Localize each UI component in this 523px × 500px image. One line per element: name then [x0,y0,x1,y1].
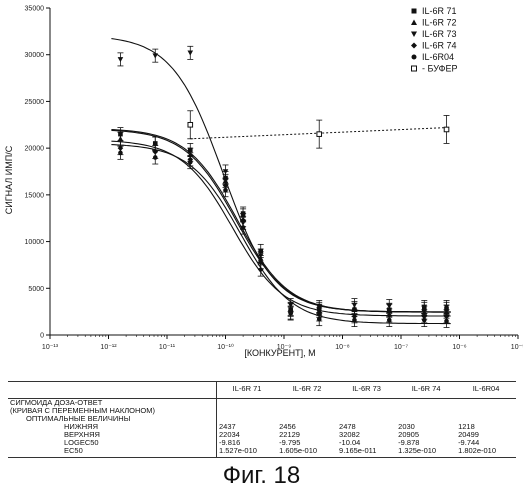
column-header: IL-6R 72 [277,382,337,399]
data-point [317,132,322,137]
data-point [288,311,293,316]
x-tick-label: 10⁻¹² [100,344,117,351]
table-header-row: IL-6R 71 IL-6R 72 IL-6R 73 IL-6R 74 IL-6… [8,382,516,399]
figure-caption: Фиг. 18 [0,462,523,490]
data-point [188,122,193,127]
data-point [118,151,123,156]
data-point [317,317,322,322]
column-header: IL-6R 71 [217,382,278,399]
data-point [118,57,124,62]
data-points [117,46,449,327]
y-tick-label: 35000 [25,6,45,13]
x-tick-label: 10⁻¹⁰ [217,343,234,351]
data-point [241,225,246,230]
data-point [444,319,449,324]
fit-results-table: IL-6R 71 IL-6R 72 IL-6R 73 IL-6R 74 IL-6… [8,381,516,458]
y-axis-title: СИГНАЛ ИМП/С [4,145,14,214]
column-header: IL-6R04 [456,382,516,399]
x-tick-label: 10⁻⁵ [511,344,523,351]
fit-curves [111,39,450,324]
legend-label: IL-6R 74 [422,41,457,51]
legend-label: IL-6R 72 [422,18,457,28]
data-point [118,136,124,141]
data-point [152,53,158,58]
data-point [422,318,427,323]
data-point [258,260,263,265]
legend-marker [412,66,417,71]
data-point [352,318,357,323]
y-tick-label: 30000 [25,52,45,59]
fit-curve [111,39,450,312]
legend-marker [411,32,417,38]
legend-marker [412,55,417,60]
fit-curve [111,145,450,324]
data-point [444,127,449,132]
legend-label: IL-6R04 [422,52,454,62]
data-point [153,155,158,160]
x-tick-label: 10⁻¹¹ [159,344,176,351]
legend-label: IL-6R 71 [422,6,457,16]
legend-marker [411,20,417,26]
x-tick-label: 10⁻¹³ [42,344,59,351]
table-corner [8,382,217,399]
row-label: НИЖНЯЯ [8,423,217,431]
y-tick-label: 15000 [25,192,45,199]
column-header: IL-6R 73 [337,382,396,399]
row-label: LOGEC50 [8,439,217,447]
x-tick-label: 10⁻⁸ [335,344,349,351]
data-point [223,188,228,193]
table-cell: 1.527e-010 [217,447,278,458]
fit-curve [111,130,450,313]
legend-marker [411,43,417,49]
data-point [387,318,392,323]
fit-curve [111,131,450,313]
table-cell: 1.325e-010 [396,447,456,458]
fit-curve [111,141,450,316]
y-tick-label: 5000 [28,286,44,293]
x-tick-label: 10⁻⁷ [394,344,408,351]
dose-response-chart: 0 5000 10000 15000 20000 25000 30000 35000 10⁻¹³… [0,0,523,378]
y-tick-label: 10000 [25,239,45,246]
table-row: EC50 1.527e-010 1.605e-010 9.165e-011 1.… [8,447,516,458]
legend: IL-6R 71 IL-6R 72IL-6R 73 IL-6R 74IL-6R04 -… [411,6,457,74]
x-tick-label: 10⁻⁶ [452,344,466,351]
row-label: ВЕРХНЯЯ [8,431,217,439]
table-row: LOGEC50 -9.816 -9.795 -10.04 -9.878 -9.7… [8,439,516,447]
legend-marker [412,9,417,14]
legend-label: IL-6R 73 [422,29,457,39]
table-cell: 1.802e-010 [456,447,516,458]
y-tick-label: 25000 [25,99,45,106]
row-label: ОПТИМАЛЬНЫЕ ВЕЛИЧИНЫ [8,415,217,423]
column-header: IL-6R 74 [396,382,456,399]
y-tick-label: 20000 [25,146,45,153]
data-point [352,303,358,308]
table-cell: 1.605e-010 [277,447,337,458]
legend-label: - БУФЕР [422,64,457,74]
table-cell: 9.165e-011 [337,447,396,458]
y-tick-label: 0 [40,333,44,340]
x-axis-title: [КОНКУРЕНТ], М [244,348,315,358]
data-point [188,160,193,165]
data-point [187,51,193,56]
row-label: EC50 [8,447,217,458]
